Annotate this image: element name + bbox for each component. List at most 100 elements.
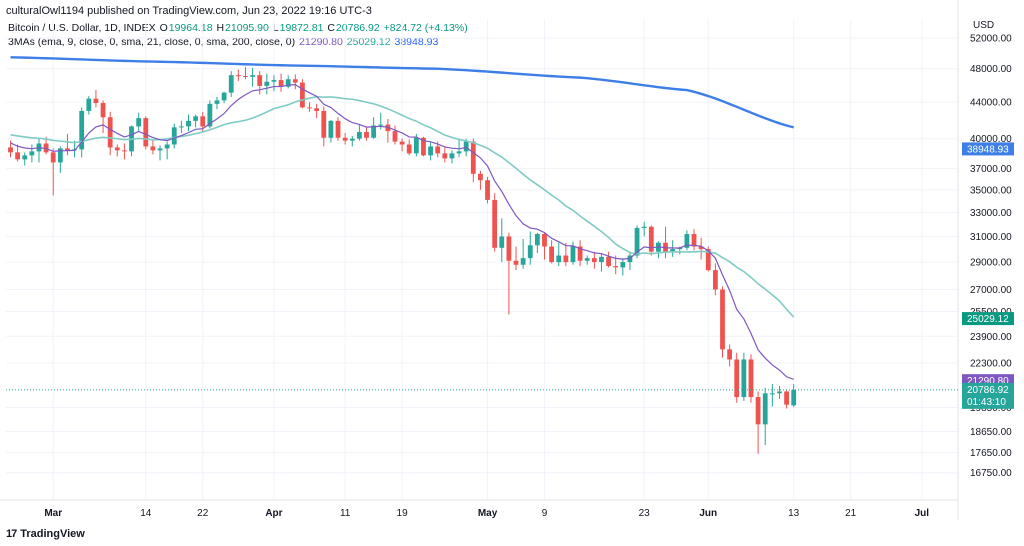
candle-body <box>435 146 441 154</box>
y-tick-label: 37000.00 <box>970 164 1012 175</box>
candle-body <box>349 138 355 141</box>
candle-body <box>157 148 163 151</box>
candle-body <box>506 236 512 261</box>
y-tick-label: 27000.00 <box>970 285 1012 296</box>
candle-body <box>470 141 476 174</box>
y-tick-label: 18650.00 <box>970 427 1012 438</box>
ema9-tag-text: 21290.80 <box>967 376 1009 387</box>
candle-body <box>150 146 156 151</box>
candle-body <box>356 132 362 139</box>
candle-body <box>499 236 505 248</box>
candle-body <box>143 118 149 147</box>
sma21-line <box>10 95 795 318</box>
tradingview-brand[interactable]: 17 TradingView <box>6 528 85 540</box>
candle-body <box>712 270 718 290</box>
candle-body <box>136 118 142 127</box>
x-tick-label: 11 <box>340 508 351 519</box>
candle-body <box>285 79 291 87</box>
candle-body <box>613 266 619 268</box>
candle-body <box>371 125 377 138</box>
ema9-value: 21290.80 <box>299 36 343 48</box>
candle-body <box>164 144 170 149</box>
last-price-tag-text: 20786.92 <box>967 385 1009 396</box>
brand-text: TradingView <box>20 528 85 540</box>
x-tick-label: 13 <box>788 508 800 519</box>
candle-body <box>463 141 469 152</box>
indicator-name[interactable]: 3MAs (ema, 9, close, 0, sma, 21, close, … <box>8 36 296 48</box>
candle-body <box>235 75 241 77</box>
sma200-tag-bg <box>962 142 1014 156</box>
change-value: +824.72 (+4.13%) <box>383 22 468 34</box>
candle-body <box>684 234 690 248</box>
open-label: O <box>159 22 168 34</box>
candle-body <box>449 153 455 159</box>
candle-body <box>378 124 384 126</box>
x-tick-label: 21 <box>845 508 857 519</box>
close-value: 20786.92 <box>335 22 380 34</box>
candle-body <box>406 144 412 154</box>
candle-body <box>264 81 270 86</box>
candle-body <box>648 226 654 252</box>
candle-body <box>762 393 768 425</box>
candle-body <box>193 116 199 121</box>
publisher-line: culturalOwl1194 published on TradingView… <box>6 5 372 17</box>
last-price-tag-countdown: 01:43:10 <box>967 397 1006 408</box>
candle-body <box>577 246 583 261</box>
candle-body <box>492 199 498 248</box>
candle-body <box>228 75 234 93</box>
candle-body <box>527 245 533 259</box>
candle-body <box>392 131 398 142</box>
y-tick-label: 31000.00 <box>970 232 1012 243</box>
x-tick-label: Apr <box>265 508 282 519</box>
x-tick-label: Jun <box>699 508 717 519</box>
candle-body <box>93 98 99 103</box>
candle-body <box>641 226 647 228</box>
candle-body <box>15 152 21 160</box>
candle-body <box>705 249 711 271</box>
high-label: H <box>216 22 225 34</box>
candle-body <box>478 173 483 181</box>
candle-body <box>29 151 35 156</box>
candle-body <box>278 80 284 87</box>
candle-body <box>570 246 576 263</box>
candle-body <box>485 180 490 200</box>
sma21-tag-text: 25029.12 <box>967 314 1009 325</box>
symbol-name[interactable]: Bitcoin / U.S. Dollar, 1D, INDEX <box>8 22 156 34</box>
candle-body <box>421 137 426 156</box>
candle-body <box>442 153 448 159</box>
candle-body <box>549 246 555 263</box>
x-tick-label: 22 <box>197 508 209 519</box>
candle-body <box>186 120 191 127</box>
grid-lines <box>6 20 958 500</box>
candle-body <box>43 143 49 153</box>
candle-body <box>122 150 127 152</box>
candle-body <box>178 126 184 128</box>
candle-body <box>171 127 177 145</box>
symbol-legend: Bitcoin / U.S. Dollar, 1D, INDEX O19964.… <box>8 22 469 34</box>
x-tick-label: 14 <box>140 508 152 519</box>
candle-body <box>79 110 85 150</box>
sma200-value: 38948.93 <box>394 36 439 48</box>
y-tick-label: 48000.00 <box>970 64 1012 75</box>
sma200-line <box>10 56 795 129</box>
candle-body <box>634 227 640 256</box>
x-tick-label: Mar <box>44 508 62 519</box>
x-tick-label: Jul <box>915 508 930 519</box>
candle-body <box>22 155 28 160</box>
candle-body <box>748 359 754 398</box>
candle-body <box>399 141 405 145</box>
candle-body <box>100 102 106 118</box>
last-price-tag-bg <box>962 382 1014 409</box>
candle-body <box>292 79 298 83</box>
candles <box>8 67 797 454</box>
candle-body <box>691 234 697 247</box>
candle-body <box>784 391 789 405</box>
y-tick-label: 22300.00 <box>970 358 1012 369</box>
candle-body <box>698 246 704 250</box>
candle-body <box>250 75 255 77</box>
candle-body <box>769 393 775 395</box>
tradingview-logo: 17 <box>6 528 17 540</box>
candle-body <box>563 255 569 263</box>
candle-body <box>207 103 213 127</box>
